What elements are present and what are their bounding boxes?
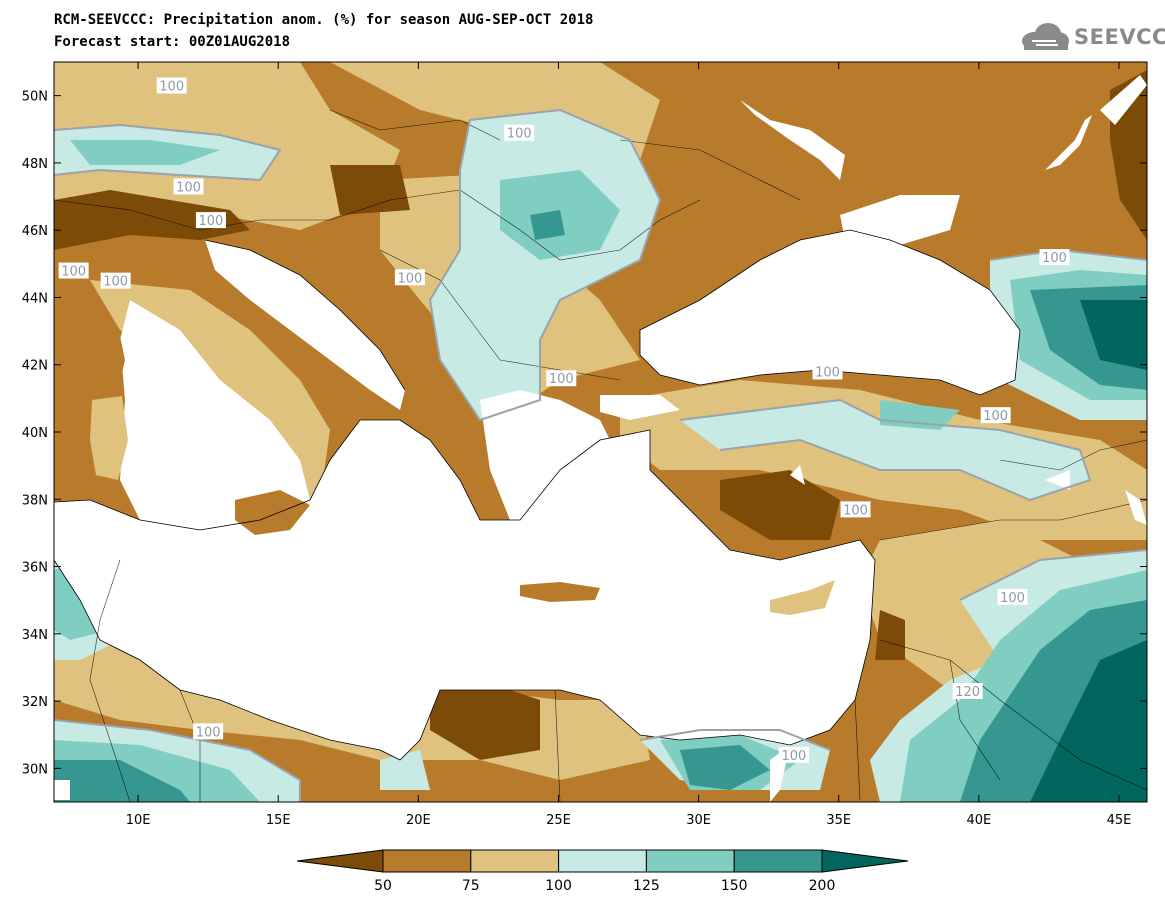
- forecast-start-label: Forecast start: 00Z01AUG2018: [54, 34, 291, 50]
- y-tick-label: 36N: [22, 561, 48, 576]
- map-title: RCM-SEEVCCC: Precipitation anom. (%) for…: [54, 12, 594, 28]
- crete: [520, 582, 600, 602]
- y-tick-label: 50N: [22, 90, 48, 105]
- contour-label: 100: [196, 725, 221, 740]
- x-tick-label: 15E: [266, 813, 291, 828]
- anomaly-field-below-50: [54, 70, 1147, 760]
- sea-mask: [54, 195, 1020, 802]
- x-tick-label: 30E: [686, 813, 711, 828]
- y-tick-label: 44N: [22, 291, 48, 306]
- y-tick-label: 34N: [22, 628, 48, 643]
- colorbar-bin: [382, 849, 472, 873]
- contour-label-bg: [504, 124, 535, 141]
- contour-label-bg: [546, 370, 577, 387]
- colorbar-bin: [558, 849, 647, 873]
- contour-label: 100: [815, 365, 840, 380]
- y-tick-label: 30N: [22, 762, 48, 777]
- aegean-sea: [480, 390, 620, 560]
- contour-labels: 100 100 100 100 100 100 100 100 100 100 100 100 100 1…: [58, 77, 1070, 764]
- contour-label-bg: [997, 588, 1028, 605]
- colorbar: 50 75 100 125 150 200: [296, 849, 909, 894]
- x-axis: 10E 15E 20E 25E 30E 35E 40E 45E: [126, 62, 1132, 828]
- colorbar-label: 50: [374, 878, 392, 894]
- seevccc-logo: SEEVCCC: [1018, 22, 1165, 52]
- contour-label-bg: [156, 77, 187, 94]
- contour-label: 100: [103, 275, 128, 290]
- sicily: [235, 490, 310, 535]
- contour-label-bg: [952, 683, 983, 699]
- contour-label: 100: [199, 214, 224, 229]
- colorbar-bin: [733, 849, 823, 873]
- contour-label: 100: [159, 80, 184, 95]
- y-tick-label: 46N: [22, 224, 48, 239]
- coastlines: [54, 229, 1021, 761]
- sardinia: [90, 396, 128, 480]
- contour-label-bg: [58, 262, 89, 279]
- contour-label-bg: [1039, 249, 1070, 266]
- contour-label: 100: [398, 271, 423, 286]
- x-tick-label: 35E: [826, 813, 851, 828]
- y-tick-label: 32N: [22, 695, 48, 710]
- colorbar-label: 150: [721, 878, 748, 894]
- contour-lines-100: [54, 108, 1147, 802]
- cloud-logo-icon: [1022, 23, 1069, 50]
- cyprus: [770, 580, 835, 615]
- x-tick-label: 20E: [406, 813, 431, 828]
- contour-label: 100: [549, 372, 574, 387]
- colorbar-bin: [470, 849, 560, 873]
- anomaly-field-above-200: [1030, 300, 1147, 802]
- y-axis: 50N 48N 46N 44N 42N 40N 38N 36N 34N 32N 30N: [22, 90, 1147, 777]
- contour-label-bg: [840, 501, 871, 518]
- x-tick-label: 45E: [1107, 813, 1132, 828]
- mediterranean-sea: [54, 420, 875, 760]
- contour-label-bg: [193, 723, 224, 740]
- y-tick-label: 42N: [22, 359, 48, 374]
- missing-data-patches: [54, 75, 1147, 800]
- logo-text: SEEVCCC: [1074, 25, 1165, 49]
- colorbar-label: 200: [809, 878, 836, 894]
- colorbar-min-arrow: [296, 849, 384, 873]
- contour-label-bg: [778, 746, 809, 763]
- adriatic-sea: [205, 240, 405, 410]
- y-tick-label: 48N: [22, 157, 48, 172]
- contour-label: 100: [61, 265, 86, 280]
- corsica: [100, 336, 125, 390]
- contour-label-bg: [100, 272, 131, 289]
- y-tick-label: 38N: [22, 493, 48, 508]
- contour-label: 120: [955, 685, 980, 700]
- country-borders: [54, 109, 1147, 802]
- x-tick-label: 40E: [966, 813, 991, 828]
- contour-label-bg: [980, 407, 1011, 424]
- contour-label-bg: [394, 269, 425, 286]
- contour-label: 100: [781, 749, 806, 764]
- colorbar-max-arrow: [821, 849, 909, 873]
- contour-label-bg: [195, 212, 226, 229]
- contour-label: 100: [983, 409, 1008, 424]
- colorbar-label: 100: [545, 878, 572, 894]
- contour-label: 100: [1000, 591, 1025, 606]
- contour-label-bg: [173, 178, 204, 195]
- colorbar-bin: [645, 849, 735, 873]
- x-tick-label: 25E: [546, 813, 571, 828]
- contour-label: 100: [507, 127, 532, 142]
- contour-label: 100: [176, 180, 201, 195]
- tyrrhenian-sea: [120, 300, 310, 530]
- black-sea: [640, 230, 1020, 395]
- islands: [90, 336, 835, 615]
- contour-label: 100: [1042, 251, 1067, 266]
- sea-of-marmara: [600, 395, 680, 420]
- contour-label: 100: [843, 503, 868, 518]
- colorbar-label: 125: [633, 878, 660, 894]
- colorbar-label: 75: [462, 878, 480, 894]
- sea-of-azov: [840, 195, 960, 245]
- x-tick-label: 10E: [126, 813, 151, 828]
- y-tick-label: 40N: [22, 426, 48, 441]
- contour-label-bg: [812, 363, 843, 380]
